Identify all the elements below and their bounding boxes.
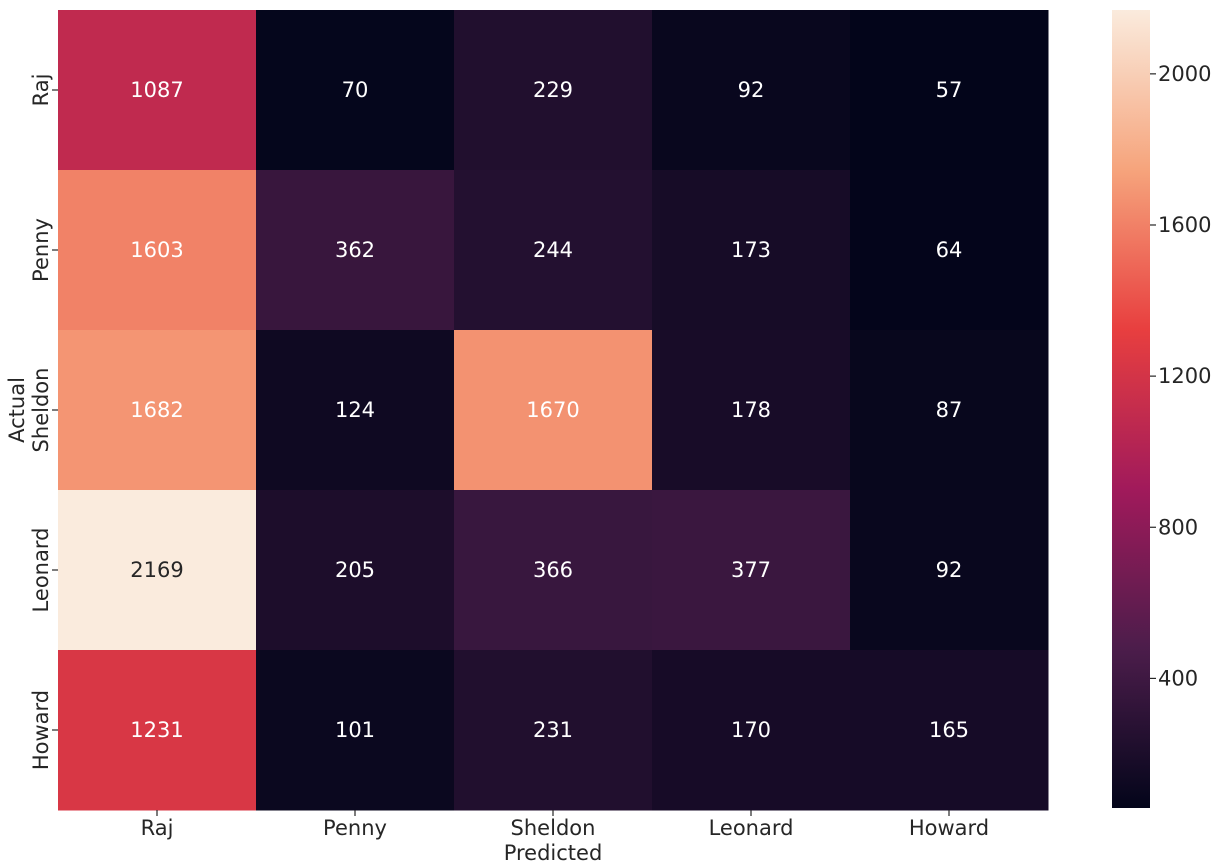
heatmap-cell <box>652 10 851 171</box>
colorbar-tick-label: 2000 <box>1158 62 1211 86</box>
heatmap-cell <box>652 650 851 811</box>
heatmap-cell <box>58 170 257 331</box>
heatmap-cell <box>850 10 1049 171</box>
cell-value-label: 124 <box>335 398 375 422</box>
cell-value-label: 377 <box>731 558 771 582</box>
heatmap-cell <box>58 330 257 491</box>
y-tick-label: Howard <box>29 690 53 770</box>
cell-annotations: 1087 70 229 92 57 1603 362 244 173 64 1682 124 1670 1… <box>130 78 969 742</box>
heatmap-cell <box>454 10 653 171</box>
x-tick-label: Howard <box>909 816 989 840</box>
cell-value-label: 173 <box>731 238 771 262</box>
x-tick-label: Leonard <box>709 816 794 840</box>
heatmap-cell <box>256 490 455 651</box>
cell-value-label: 92 <box>738 78 765 102</box>
cell-value-label: 70 <box>342 78 369 102</box>
cell-value-label: 87 <box>936 398 963 422</box>
cell-value-label: 231 <box>533 718 573 742</box>
heatmap-cell <box>454 170 653 331</box>
heatmap-cell <box>454 330 653 491</box>
cell-value-label: 64 <box>936 238 963 262</box>
cell-value-label: 92 <box>936 558 963 582</box>
heatmap-cell <box>454 650 653 811</box>
heatmap-cell <box>58 490 257 651</box>
cell-value-label: 1682 <box>130 398 183 422</box>
heatmap-cells <box>58 10 1049 811</box>
heatmap-cell <box>454 490 653 651</box>
y-tick-label: Penny <box>29 218 53 282</box>
x-axis-label: Predicted <box>504 841 603 865</box>
heatmap-cell <box>850 170 1049 331</box>
heatmap-cell <box>850 650 1049 811</box>
heatmap-cell <box>256 10 455 171</box>
cell-value-label: 101 <box>335 718 375 742</box>
heatmap-cell <box>850 490 1049 651</box>
cell-value-label: 362 <box>335 238 375 262</box>
colorbar-tick-label: 1600 <box>1158 213 1211 237</box>
heatmap-cell <box>256 330 455 491</box>
y-axis-label: Actual <box>5 377 29 443</box>
cell-value-label: 178 <box>731 398 771 422</box>
heatmap-cell <box>652 490 851 651</box>
x-tick-label: Sheldon <box>511 816 596 840</box>
heatmap-cell <box>256 650 455 811</box>
y-tick-label: Sheldon <box>29 368 53 453</box>
colorbar-tick-label: 400 <box>1158 666 1198 690</box>
y-axis-ticks: Raj Penny Sheldon Leonard Howard <box>29 74 58 770</box>
heatmap-cell <box>58 650 257 811</box>
heatmap-cell <box>850 330 1049 491</box>
x-axis-ticks: Raj Penny Sheldon Leonard Howard <box>141 810 989 840</box>
colorbar-gradient <box>1112 10 1150 808</box>
colorbar-tick-label: 1200 <box>1158 364 1211 388</box>
colorbar-tick-label: 800 <box>1158 515 1198 539</box>
cell-value-label: 229 <box>533 78 573 102</box>
cell-value-label: 170 <box>731 718 771 742</box>
x-tick-label: Raj <box>141 816 174 840</box>
colorbar-ticks: 400 800 1200 1600 2000 <box>1150 62 1211 690</box>
cell-value-label: 366 <box>533 558 573 582</box>
cell-value-label: 1670 <box>526 398 579 422</box>
cell-value-label: 1231 <box>130 718 183 742</box>
x-tick-label: Penny <box>323 816 387 840</box>
heatmap-cell <box>256 170 455 331</box>
y-tick-label: Raj <box>29 74 53 107</box>
colorbar <box>1112 10 1150 808</box>
cell-value-label: 57 <box>936 78 963 102</box>
heatmap-cell <box>652 170 851 331</box>
heatmap-cell <box>58 10 257 171</box>
cell-value-label: 205 <box>335 558 375 582</box>
cell-value-label: 165 <box>929 718 969 742</box>
cell-value-label: 244 <box>533 238 573 262</box>
cell-value-label: 1603 <box>130 238 183 262</box>
heatmap-cell <box>652 330 851 491</box>
y-tick-label: Leonard <box>29 528 53 613</box>
cell-value-label: 1087 <box>130 78 183 102</box>
cell-value-label: 2169 <box>130 558 183 582</box>
